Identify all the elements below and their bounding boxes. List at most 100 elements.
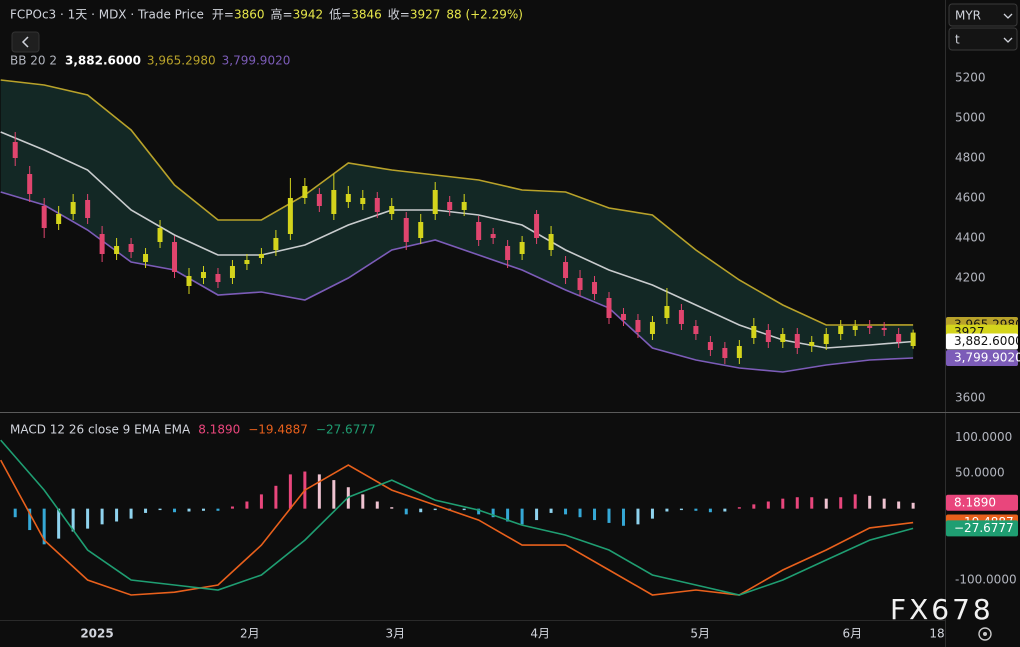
histogram-bar [202, 509, 205, 511]
candle-body [896, 334, 901, 342]
candle-body [766, 330, 771, 342]
candle-body [404, 218, 409, 242]
candle-body [867, 326, 872, 328]
histogram-bar [274, 486, 277, 509]
histogram-bar [781, 499, 784, 509]
candle-body [244, 260, 249, 264]
back-button[interactable] [12, 32, 39, 52]
y-tick-label: 100.0000 [955, 430, 1012, 444]
settings-icon-center[interactable] [983, 632, 987, 636]
histogram-bar [332, 480, 335, 509]
x-tick-label: 2月 [240, 627, 260, 641]
candle-body [433, 190, 438, 214]
unit-dropdown[interactable]: t [949, 28, 1017, 50]
histogram-bar [159, 509, 162, 510]
histogram-bar [738, 507, 741, 508]
histogram-bar [665, 509, 668, 512]
legend-text: 3927 [410, 8, 441, 22]
candle-body [230, 266, 235, 278]
currency-dropdown[interactable]: MYR [949, 4, 1017, 26]
price-badge-label: 3,799.9020 [954, 351, 1020, 365]
x-tick-label: 3月 [386, 627, 406, 641]
histogram-bar [57, 509, 60, 539]
histogram-bar [521, 509, 524, 525]
candle-body [288, 198, 293, 234]
histogram-bar [608, 509, 611, 523]
candle-body [621, 314, 626, 320]
histogram-bar [912, 503, 915, 509]
legend-text: 3846 [351, 8, 382, 22]
histogram-bar [260, 494, 263, 508]
candle-body [491, 234, 496, 238]
back-button-box[interactable] [12, 32, 39, 52]
watermark: FX678 [890, 593, 994, 626]
candle-body [143, 254, 148, 262]
candle-body [187, 276, 192, 286]
y-tick-label: 4800 [955, 151, 986, 165]
histogram-bar [767, 502, 770, 509]
histogram-bar [651, 509, 654, 519]
candle-body [129, 244, 134, 252]
candle-body [809, 342, 814, 346]
histogram-bar [825, 499, 828, 509]
price-badge-label: 8.1890 [954, 495, 996, 509]
candle-body [737, 346, 742, 358]
x-tick-label: 4月 [530, 627, 550, 641]
legend-text: 收= [388, 8, 410, 22]
candle-body [331, 190, 336, 214]
histogram-bar [752, 504, 755, 508]
histogram-bar [839, 497, 842, 508]
candle-body [42, 206, 47, 228]
histogram-bar [796, 497, 799, 508]
candle-body [578, 278, 583, 290]
legend-text: 3942 [293, 8, 324, 22]
candle-body [911, 333, 916, 346]
candle-body [71, 202, 76, 214]
histogram-bar [86, 509, 89, 529]
x-tick-label: 2025 [80, 627, 113, 641]
histogram-bar [130, 509, 133, 519]
candle-body [100, 234, 105, 254]
histogram-bar [868, 496, 871, 509]
y-tick-label: 5200 [955, 71, 986, 85]
histogram-bar [550, 509, 553, 513]
histogram-bar [115, 509, 118, 522]
histogram-bar [14, 509, 17, 518]
candle-body [462, 202, 467, 210]
candle-body [679, 310, 684, 324]
legend-text: 开= [212, 8, 234, 22]
candle-body [201, 272, 206, 278]
histogram-bar [854, 494, 857, 508]
y-tick-label: 4600 [955, 191, 986, 205]
candle-body [722, 348, 727, 358]
legend-text: BB 20 2 [10, 54, 57, 68]
price-badge-label: 3,882.6000 [954, 334, 1020, 348]
candle-body [520, 242, 525, 254]
histogram-bar [376, 502, 379, 509]
legend-text: 3,965.2980 [147, 54, 216, 68]
currency-label[interactable]: MYR [955, 9, 981, 23]
candle-body [85, 200, 90, 218]
legend-text: FCPOc3 · 1天 · MDX · Trade Price [10, 8, 204, 22]
candle-body [853, 326, 858, 330]
candle-body [563, 262, 568, 278]
y-tick-label: 4200 [955, 271, 986, 285]
unit-label[interactable]: t [955, 33, 960, 47]
y-tick-label: 5000 [955, 111, 986, 125]
candle-body [360, 198, 365, 204]
y-tick-label: 50.0000 [955, 465, 1005, 479]
histogram-bar [535, 509, 538, 520]
candle-body [302, 186, 307, 198]
candle-body [476, 222, 481, 240]
histogram-bar [694, 509, 697, 511]
legend-text: 88 (+2.29%) [446, 8, 523, 22]
histogram-bar [723, 509, 726, 512]
candle-body [259, 254, 264, 258]
histogram-bar [289, 474, 292, 508]
candle-body [635, 320, 640, 332]
candle-body [708, 342, 713, 350]
legend-text: −19.4887 [248, 423, 308, 437]
legend-text: 8.1890 [198, 423, 240, 437]
histogram-bar [101, 509, 104, 525]
